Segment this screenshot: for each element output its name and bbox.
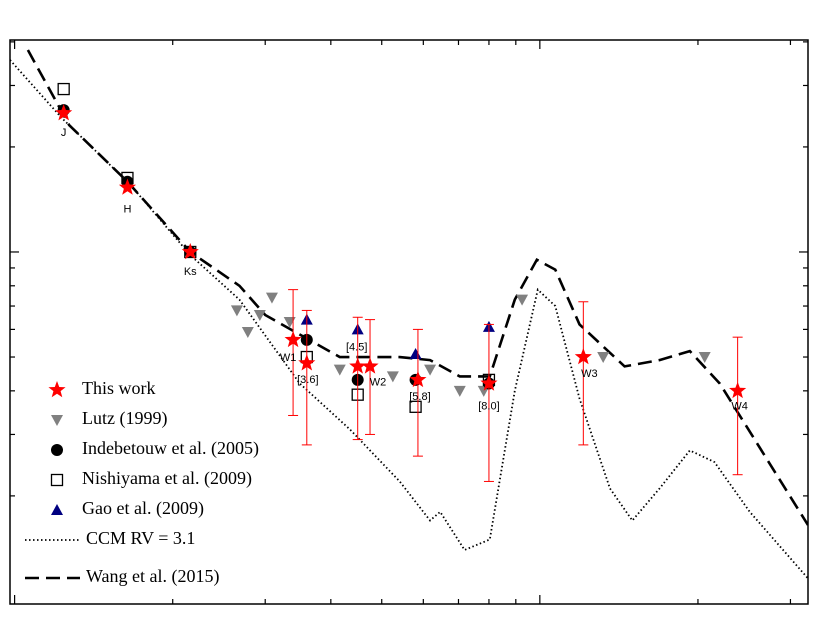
point-label: [8.0] [478,400,499,412]
star-marker [409,370,427,388]
legend-label: Gao et al. (2009) [82,498,204,519]
star-marker [480,374,498,391]
triangle-marker [241,326,254,338]
point-label: W4 [731,401,748,413]
triangle-marker [333,364,346,376]
triangle-marker [597,352,610,364]
point-label: [3.6] [297,374,318,386]
legend-label: Nishiyama et al. (2009) [82,468,252,489]
star-marker [284,330,302,348]
square-marker [50,473,64,487]
point-label: W3 [581,368,598,380]
star-marker [118,178,137,195]
star-marker [55,104,73,121]
triangle-marker [698,352,711,364]
point-label: [4.5] [346,341,367,353]
star-marker [48,381,66,398]
legend-label: Indebetouw et al. (2005) [82,438,259,459]
curve [26,49,808,526]
triangle-marker [424,364,437,376]
square-marker [57,82,70,96]
square-marker [409,400,422,413]
triangle-marker [51,415,63,426]
legend-label: This work [82,378,156,398]
point-label: Ks [184,266,197,278]
plot-frame [9,39,809,605]
triangle-marker [453,385,466,397]
triangle-marker [253,309,266,321]
legend-label: Wang et al. (2015) [86,566,220,587]
star-marker [361,357,379,374]
triangle-marker [386,371,399,383]
star-marker [298,354,316,371]
triangle-marker [51,504,63,515]
point-label: W2 [370,376,387,388]
point-label: H [123,203,131,215]
curve [10,59,808,580]
triangle-marker [516,294,529,306]
triangle-marker [409,348,422,360]
circle-marker [51,444,63,456]
point-label: W1 [280,352,297,364]
point-label: J [61,127,67,139]
plot [10,49,808,580]
point-label: [5.8] [409,391,430,403]
star-marker [729,381,747,399]
triangle-marker [230,305,243,317]
legend-label: CCM RV = 3.1 [86,528,195,548]
star-marker [181,242,199,260]
star-marker [349,357,367,374]
star-marker [574,348,592,365]
triangle-marker [265,292,278,304]
legend-label: Lutz (1999) [82,408,167,429]
